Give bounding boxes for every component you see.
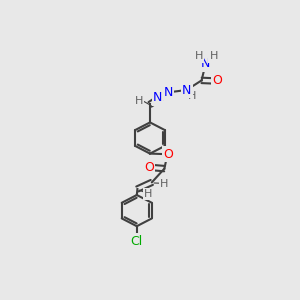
Text: Cl: Cl	[131, 235, 143, 248]
Text: H: H	[209, 51, 218, 62]
Text: H: H	[188, 91, 196, 101]
Text: O: O	[212, 74, 222, 88]
Text: N: N	[164, 85, 173, 99]
Text: N: N	[200, 57, 210, 70]
Text: H: H	[144, 189, 152, 199]
Text: H: H	[195, 51, 203, 62]
Text: N: N	[153, 91, 162, 104]
Text: N: N	[182, 84, 192, 97]
Text: O: O	[164, 148, 173, 161]
Text: H: H	[160, 178, 168, 189]
Text: O: O	[144, 161, 154, 174]
Text: H: H	[134, 95, 143, 106]
